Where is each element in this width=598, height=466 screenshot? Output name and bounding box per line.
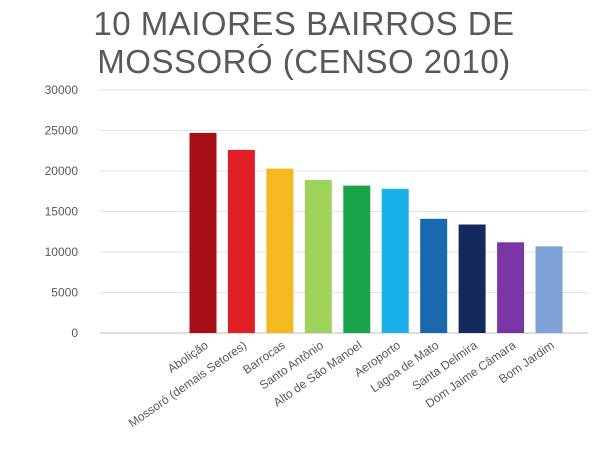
bar: [497, 242, 525, 333]
y-axis: 0 5000 10000 15000 20000 25000 30000: [45, 83, 79, 340]
chart-title: 10 MAIORES BAIRROS DE MOSSORÓ (CENSO 201…: [93, 5, 514, 80]
y-tick-label: 20000: [45, 164, 79, 178]
y-tick-label: 5000: [51, 286, 78, 300]
bar: [458, 224, 486, 333]
bars: [189, 132, 563, 333]
bar: [381, 188, 409, 333]
chart-title-line-2: MOSSORÓ (CENSO 2010): [97, 43, 510, 80]
y-tick-label: 0: [71, 326, 78, 340]
bar: [266, 168, 294, 333]
bar: [535, 246, 563, 333]
bar: [189, 132, 217, 333]
y-tick-label: 30000: [45, 83, 79, 97]
bar: [227, 149, 255, 333]
y-tick-label: 25000: [45, 124, 79, 138]
bar: [420, 218, 448, 333]
bar: [304, 179, 332, 333]
chart-title-line-1: 10 MAIORES BAIRROS DE: [93, 5, 514, 42]
y-tick-label: 15000: [45, 205, 79, 219]
bar: [343, 185, 371, 333]
y-tick-label: 10000: [45, 245, 79, 259]
